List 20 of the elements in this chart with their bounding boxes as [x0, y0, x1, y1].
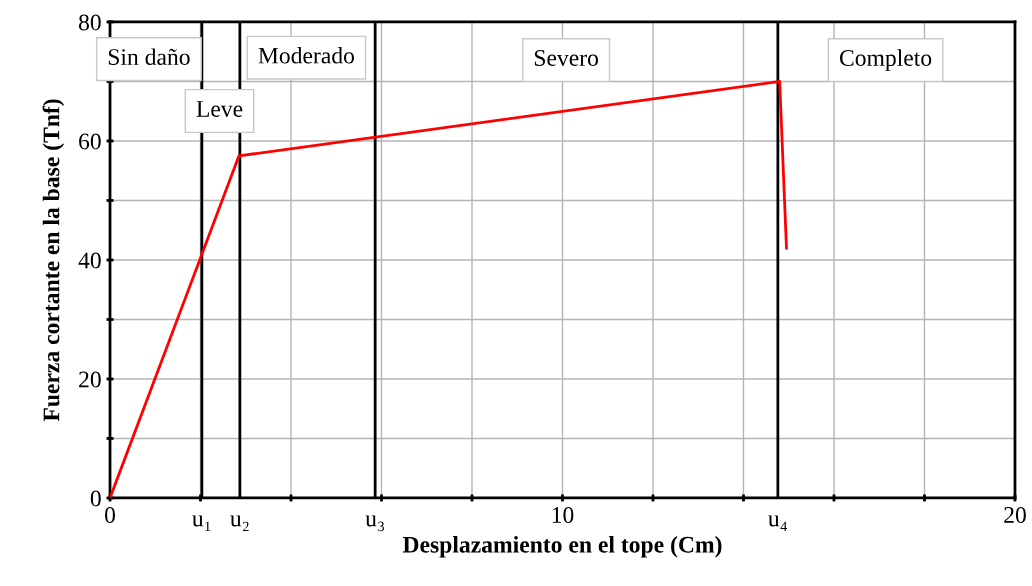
y-axis-title: Fuerza cortante en la base (Tnf) — [42, 99, 65, 422]
y-tick-label: 40 — [78, 252, 101, 269]
y-tick-label: 20 — [79, 371, 101, 388]
ref-line-label: u₃ — [365, 515, 384, 532]
annotation: Completo — [839, 49, 932, 71]
x-tick-label: 20 — [1004, 507, 1026, 523]
x-tick-label: 10 — [552, 507, 574, 523]
ref-line-label: u₁ — [192, 515, 211, 531]
y-tick-label: 0 — [90, 490, 101, 507]
annotation: Severo — [534, 50, 598, 66]
x-axis-title: Desplazamiento en el tope (Cm) — [402, 536, 722, 558]
annotation: Leve — [196, 101, 243, 117]
y-tick-label: 60 — [79, 133, 101, 150]
annotation: Moderado — [258, 46, 355, 64]
annotation: Sin daño — [108, 48, 190, 66]
line-series — [110, 80, 788, 498]
ref-line-label: u₂ — [230, 515, 249, 532]
x-tick-label: 0 — [105, 507, 116, 523]
y-tick-label: 80 — [78, 14, 101, 31]
ref-line-label: u₄ — [768, 515, 788, 532]
